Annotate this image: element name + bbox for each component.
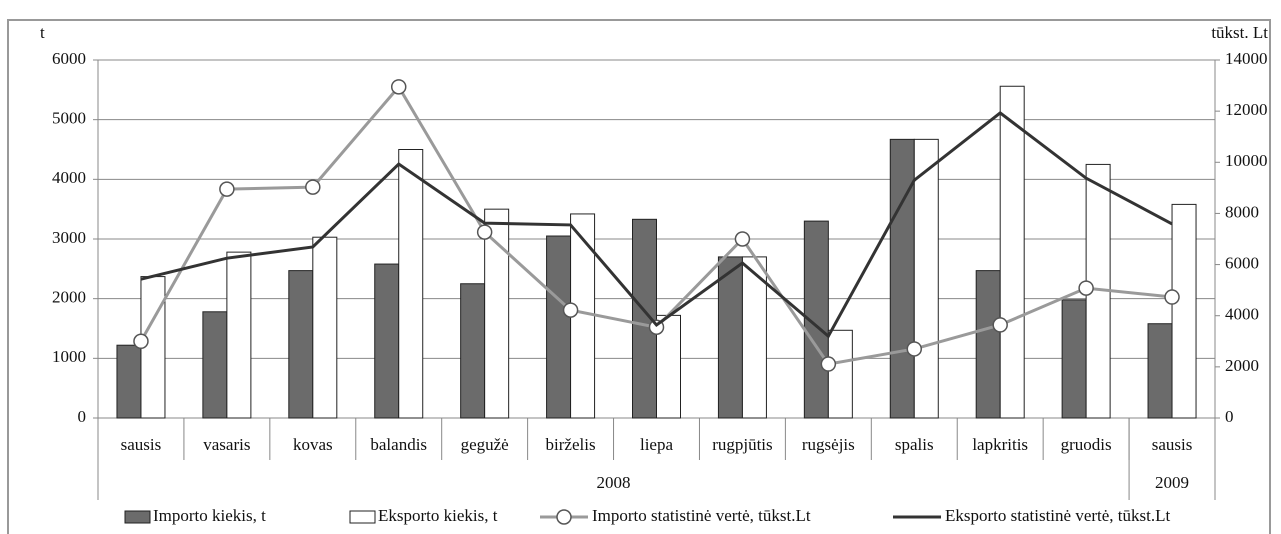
x-tick-label: liepa: [640, 435, 673, 454]
marker: [906, 341, 923, 357]
marker: [133, 333, 149, 350]
y2-axis-label: tūkst. Lt: [1211, 23, 1268, 42]
marker: [390, 79, 407, 95]
legend-marker: [556, 509, 572, 525]
y-tick-label: 2000: [52, 288, 86, 307]
bar: [460, 283, 486, 419]
x-tick-label: rugpjūtis: [712, 435, 772, 454]
bar: [484, 208, 510, 419]
bar: [827, 329, 853, 419]
bar: [202, 311, 228, 419]
legend-label: Importo statistinė vertė, tūkst.Lt: [592, 506, 811, 525]
marker: [734, 231, 751, 247]
y-tick-label: 5000: [52, 109, 86, 128]
marker: [219, 181, 235, 197]
y2-tick-label: 4000: [1225, 305, 1259, 324]
bar: [374, 263, 400, 419]
y-tick-label: 3000: [52, 228, 86, 247]
marker: [305, 179, 321, 195]
bar: [398, 149, 424, 419]
y2-tick-label: 2000: [1225, 356, 1259, 375]
y2-tick-label: 0: [1225, 407, 1234, 426]
group-label: 2008: [597, 473, 631, 492]
marker: [820, 356, 837, 372]
chart-frame: [7, 19, 1271, 534]
y2-tick-label: 10000: [1225, 151, 1268, 170]
x-tick-label: kovas: [293, 435, 333, 454]
bar: [546, 235, 572, 419]
bar: [1147, 323, 1173, 419]
y2-tick-label: 12000: [1225, 100, 1268, 119]
y2-tick-label: 6000: [1225, 253, 1259, 272]
x-tick-label: gruodis: [1061, 435, 1112, 454]
y-axis-label: t: [40, 23, 45, 42]
bar: [312, 236, 338, 419]
legend-label: Importo kiekis, t: [153, 506, 266, 525]
y2-tick-label: 14000: [1225, 49, 1268, 68]
marker: [476, 224, 493, 240]
y-tick-label: 6000: [52, 49, 86, 68]
marker: [1164, 289, 1180, 305]
y-tick-label: 1000: [52, 347, 86, 366]
y2-tick-label: 8000: [1225, 202, 1259, 221]
bar: [889, 138, 915, 419]
marker: [1078, 280, 1094, 296]
bar: [717, 256, 743, 419]
legend-label: Eksporto kiekis, t: [378, 506, 498, 525]
legend-swatch: [349, 510, 376, 524]
x-tick-label: spalis: [895, 435, 934, 454]
bar: [741, 256, 767, 419]
group-label: 2009: [1155, 473, 1189, 492]
bar: [1171, 203, 1197, 419]
bar: [975, 270, 1001, 419]
bar: [913, 138, 939, 419]
marker: [992, 317, 1008, 333]
x-tick-label: birželis: [546, 435, 596, 454]
bar: [288, 270, 314, 419]
x-tick-label: lapkritis: [972, 435, 1028, 454]
x-tick-label: sausis: [1152, 435, 1193, 454]
bar: [1061, 299, 1087, 419]
y-tick-label: 4000: [52, 168, 86, 187]
line: [140, 111, 1173, 339]
legend-label: Eksporto statistinė vertė, tūkst.Lt: [945, 506, 1170, 525]
x-tick-label: gegužė: [461, 435, 509, 454]
x-tick-label: vasaris: [203, 435, 250, 454]
x-tick-label: rugsėjis: [802, 435, 855, 454]
bar: [226, 251, 252, 419]
x-tick-label: balandis: [370, 435, 427, 454]
bar: [999, 85, 1025, 419]
legend-swatch: [124, 510, 151, 524]
bar: [116, 344, 142, 419]
marker: [562, 302, 579, 318]
y-tick-label: 0: [78, 407, 87, 426]
x-tick-label: sausis: [121, 435, 162, 454]
